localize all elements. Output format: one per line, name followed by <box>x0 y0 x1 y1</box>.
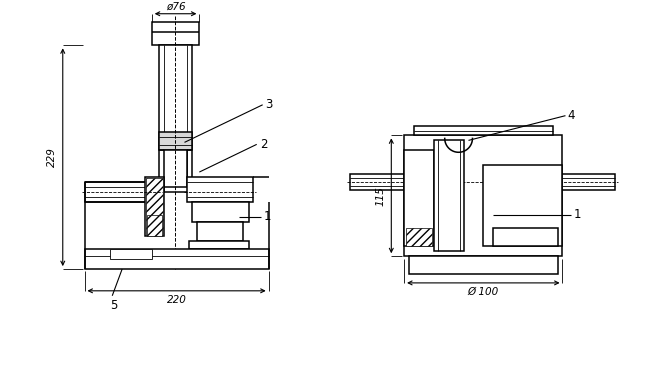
Bar <box>159 132 192 150</box>
Bar <box>198 222 243 241</box>
Bar <box>406 229 432 246</box>
Bar <box>164 150 187 187</box>
Text: 229: 229 <box>47 147 57 167</box>
Text: 1: 1 <box>573 208 581 221</box>
Bar <box>405 151 433 245</box>
Bar <box>111 249 152 259</box>
Bar <box>434 141 463 251</box>
Bar <box>562 174 615 190</box>
Bar <box>159 45 192 192</box>
Text: 5: 5 <box>111 299 118 312</box>
Bar <box>414 125 552 135</box>
Bar <box>493 229 558 246</box>
Text: 115: 115 <box>375 186 385 206</box>
Bar <box>152 22 200 45</box>
Bar <box>187 177 253 202</box>
Bar <box>189 241 249 249</box>
Bar <box>147 215 162 236</box>
Bar <box>409 256 558 274</box>
Bar <box>350 174 404 190</box>
Bar <box>84 249 268 269</box>
Bar <box>484 165 562 246</box>
Text: Ø 100: Ø 100 <box>468 287 499 297</box>
Text: 3: 3 <box>266 98 273 111</box>
Text: 1: 1 <box>264 210 271 223</box>
Text: 220: 220 <box>166 295 187 305</box>
Bar <box>145 177 164 236</box>
Bar <box>404 150 434 246</box>
Text: ø76: ø76 <box>166 2 185 12</box>
Bar <box>404 135 562 256</box>
Text: 4: 4 <box>567 109 575 122</box>
Bar <box>146 178 162 236</box>
Bar <box>192 202 249 222</box>
Text: 2: 2 <box>260 138 267 151</box>
Bar <box>84 182 159 202</box>
